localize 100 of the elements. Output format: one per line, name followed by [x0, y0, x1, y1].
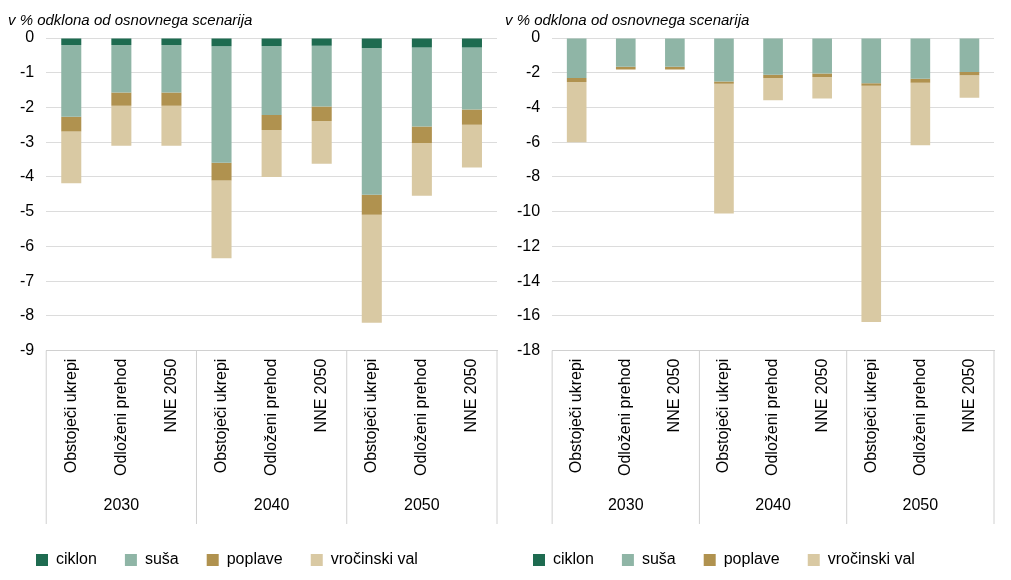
x-tick-label: NNE 2050: [312, 358, 330, 433]
x-tick-label: Obstoječi ukrepi: [211, 358, 229, 474]
bar: [311, 106, 332, 122]
bar: [361, 194, 382, 215]
x-tick-label: Odloženi prehod: [763, 358, 781, 477]
bar: [311, 121, 332, 164]
bar: [311, 38, 332, 46]
legend-label: suša: [641, 550, 676, 568]
bar: [411, 142, 432, 196]
x-tick-label: Odloženi prehod: [910, 358, 928, 477]
text: 2050: [902, 496, 939, 514]
bar: [61, 131, 82, 184]
legend-label: poplave: [723, 550, 780, 568]
bar: [665, 66, 685, 70]
bar: [111, 44, 132, 93]
y-tick-label: -2: [19, 97, 35, 115]
y-tick-label: -6: [525, 132, 541, 150]
bar: [361, 214, 382, 323]
bar: [714, 81, 734, 84]
legend-label: ciklon: [553, 550, 594, 568]
bar: [763, 38, 783, 75]
bar: [411, 47, 432, 127]
y-tick-label: 0: [25, 28, 35, 46]
x-tick-label: Odloženi prehod: [262, 358, 280, 477]
y-tick-label: -1: [19, 63, 35, 81]
x-tick-label: Obstoječi ukrepi: [714, 358, 732, 474]
text: 2040: [253, 496, 290, 514]
y-tick-label: -18: [517, 340, 541, 358]
x-tick-label: Odloženi prehod: [111, 358, 129, 477]
bar: [161, 44, 182, 93]
bar: [959, 75, 980, 98]
x-tick-label: Odloženi prehod: [616, 358, 634, 477]
y-tick-label: -8: [525, 167, 541, 185]
x-tick-label: NNE 2050: [462, 358, 480, 433]
bar: [161, 105, 182, 146]
x-tick-label: NNE 2050: [812, 358, 830, 433]
y-tick-label: 0: [531, 28, 541, 46]
bar: [763, 78, 783, 101]
x-tick-label: Odloženi prehod: [412, 358, 430, 477]
bar: [461, 47, 482, 110]
bar: [566, 81, 587, 143]
x-tick-label: NNE 2050: [665, 358, 683, 433]
bar: [812, 76, 832, 99]
bar: [861, 83, 882, 86]
bar: [311, 45, 332, 107]
bar: [411, 38, 432, 48]
bar: [959, 38, 980, 73]
bar: [261, 38, 282, 46]
bar: [861, 85, 882, 323]
legend-label: suša: [144, 550, 179, 568]
y-tick-label: -16: [517, 306, 541, 324]
text: 2030: [103, 496, 140, 514]
bar: [211, 180, 232, 259]
y-tick-label: -6: [19, 236, 35, 254]
text: 2030: [607, 496, 644, 514]
y-tick-label: -10: [517, 202, 541, 220]
x-tick-label: NNE 2050: [161, 358, 179, 433]
bar: [161, 38, 182, 45]
bar: [411, 126, 432, 143]
legend-label: ciklon: [56, 550, 97, 568]
bar: [615, 66, 636, 70]
y-axis-title: v % odklona od osnovnega scenarija: [8, 11, 253, 29]
bar: [261, 45, 282, 116]
bar: [665, 38, 685, 67]
bar: [111, 38, 132, 45]
legend-label: vročinski val: [827, 550, 915, 568]
bar: [211, 162, 232, 181]
bar: [714, 83, 734, 214]
bar: [61, 38, 82, 45]
x-tick-label: NNE 2050: [959, 358, 977, 433]
bar: [261, 130, 282, 177]
bar: [812, 38, 832, 74]
bar: [812, 73, 832, 77]
bar: [161, 92, 182, 106]
bar: [461, 109, 482, 125]
y-tick-label: -4: [19, 167, 35, 185]
x-tick-label: Obstoječi ukrepi: [61, 358, 79, 474]
bar: [910, 82, 931, 146]
x-tick-label: Obstoječi ukrepi: [362, 358, 380, 474]
y-tick-label: -3: [19, 132, 35, 150]
text: 2050: [404, 496, 440, 514]
bar: [910, 78, 931, 83]
legend-label: poplave: [226, 550, 283, 568]
y-tick-label: -8: [19, 306, 35, 324]
y-tick-label: -2: [525, 63, 541, 81]
bar: [111, 105, 132, 146]
bar: [111, 92, 132, 106]
bar: [61, 116, 82, 132]
bar: [361, 48, 382, 195]
bar: [461, 124, 482, 168]
y-tick-label: -9: [19, 340, 35, 358]
y-tick-label: -14: [517, 271, 541, 289]
bar: [615, 38, 636, 67]
text: 2040: [755, 496, 791, 514]
bar: [261, 115, 282, 131]
x-tick-label: Obstoječi ukrepi: [567, 358, 585, 474]
bar: [566, 78, 587, 82]
x-tick-label: Obstoječi ukrepi: [861, 358, 879, 474]
legend-label: vročinski val: [330, 550, 418, 568]
bar: [910, 38, 931, 79]
